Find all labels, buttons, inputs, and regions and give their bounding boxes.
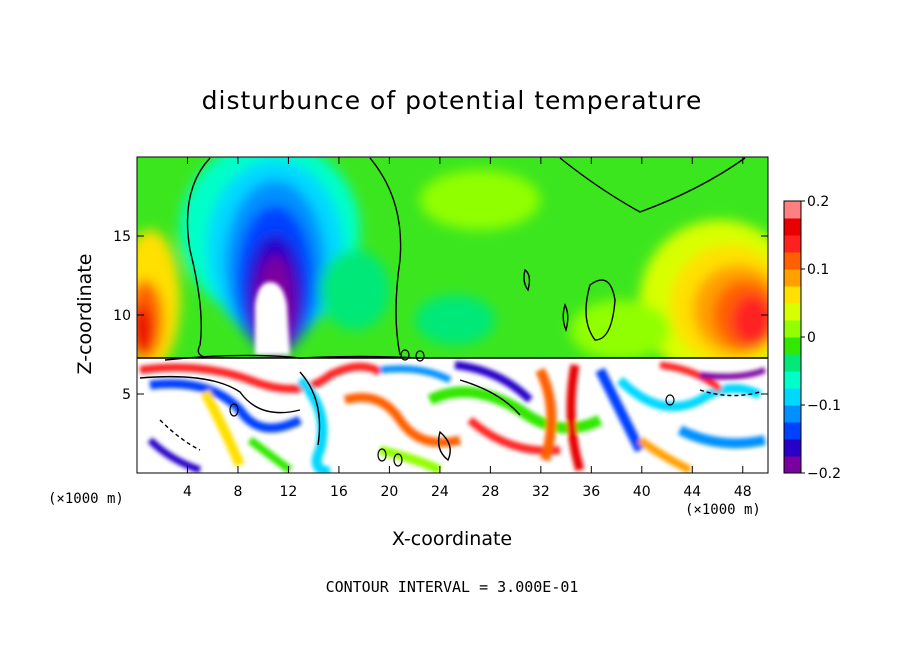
colorbar-swatch <box>784 286 801 304</box>
colorbar-swatch <box>784 422 801 440</box>
heatmap-field <box>137 157 768 473</box>
colorbar-swatch <box>784 269 801 287</box>
colorbar-swatch <box>784 371 801 389</box>
x-tick-label: 20 <box>380 484 398 500</box>
colorbar-tick-label: 0.2 <box>807 194 829 210</box>
x-tick-label: 48 <box>734 484 752 500</box>
colorbar-swatch <box>784 354 801 372</box>
colorbar-swatch <box>784 456 801 474</box>
colorbar-tick-label: −0.1 <box>807 398 841 414</box>
contour-interval-note: CONTOUR INTERVAL = 3.000E-01 <box>325 578 579 596</box>
x-tick-label: 32 <box>532 484 550 500</box>
y-tick-label: 10 <box>113 308 131 324</box>
x-tick-label: 12 <box>280 484 298 500</box>
x-tick-label: 44 <box>683 484 701 500</box>
x-tick-label: 36 <box>582 484 600 500</box>
colorbar-swatch <box>784 405 801 423</box>
y-axis-label: Z-coordinate <box>74 253 96 375</box>
x-axis-label: X-coordinate <box>391 528 513 550</box>
x-unit-label-left: (×1000 m) <box>48 491 124 507</box>
colorbar-swatch <box>784 235 801 253</box>
y-tick-label: 15 <box>113 229 131 245</box>
x-tick-label: 28 <box>481 484 499 500</box>
colorbar-swatch <box>784 320 801 338</box>
x-tick-label: 40 <box>633 484 651 500</box>
colorbar-tick-label: 0.1 <box>807 262 829 278</box>
colorbar-swatch <box>784 388 801 406</box>
colorbar-swatch <box>784 337 801 355</box>
y-tick-label: 5 <box>122 387 131 403</box>
colorbar-swatch <box>784 303 801 321</box>
colorbar-tick-label: −0.2 <box>807 466 841 482</box>
chart-title: disturbunce of potential temperature <box>201 86 703 115</box>
x-tick-label: 4 <box>183 484 192 500</box>
x-tick-label: 24 <box>431 484 449 500</box>
colorbar-swatch <box>784 201 801 219</box>
colorbar: 0.2 0.1 0 −0.1 −0.2 <box>783 194 841 482</box>
y-axis-ticks: 5 10 15 <box>113 229 768 403</box>
colorbar-tick-label: 0 <box>807 330 816 346</box>
x-unit-label-right: (×1000 m) <box>685 502 761 518</box>
colorbar-swatch <box>784 439 801 457</box>
colorbar-swatch <box>784 218 801 236</box>
x-tick-label: 8 <box>233 484 242 500</box>
x-tick-label: 16 <box>330 484 348 500</box>
x-axis-ticks: 4 8 12 16 20 24 28 32 36 40 44 48 <box>183 157 752 500</box>
colorbar-swatch <box>784 252 801 270</box>
